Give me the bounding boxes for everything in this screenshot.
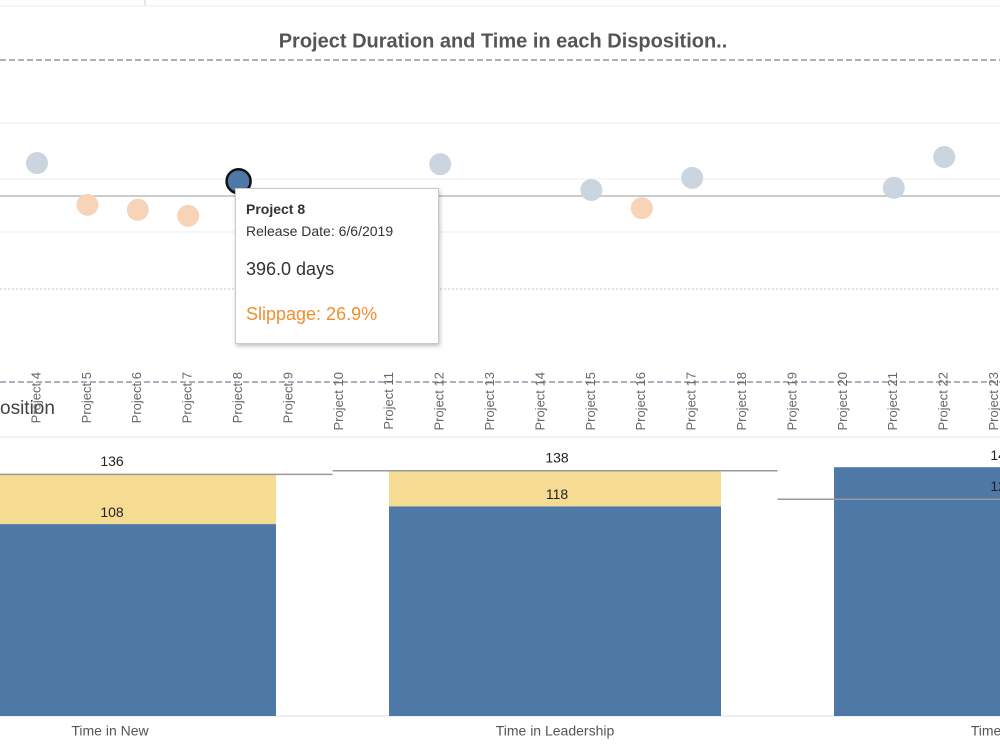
value-label: 108: [100, 504, 124, 520]
gap-bar: [389, 470, 721, 507]
dot: [630, 197, 653, 220]
x-tick-label: Project 17: [684, 372, 699, 431]
dot: [681, 166, 704, 189]
x-tick-label: Project 21: [885, 372, 900, 431]
value-label: 118: [546, 486, 569, 502]
x-tick-label: Time In A: [971, 723, 1000, 739]
x-tick-label: Project 14: [532, 372, 547, 431]
x-tick-label: Project 10: [331, 372, 346, 431]
x-tick-label: Project 19: [784, 372, 799, 431]
dot: [177, 204, 200, 227]
dot: [580, 179, 603, 201]
tooltip-project: Project 8: [246, 201, 306, 217]
x-tick-label: Project 7: [180, 372, 195, 423]
reference-label: 122: [990, 478, 1000, 494]
x-tick-label: Project 4: [28, 372, 43, 423]
dot: [429, 153, 452, 176]
x-tick-label: Project 6: [129, 372, 144, 423]
x-tick-label: Project 9: [280, 372, 295, 423]
tooltip: Project 8 Release Date: 6/6/2019 396.0 d…: [235, 188, 439, 344]
dot: [882, 176, 905, 199]
tooltip-duration: 396.0 days: [246, 259, 335, 279]
x-tick-label: Project 18: [734, 372, 749, 431]
x-tick-label: Project 13: [482, 372, 497, 431]
reference-label: 136: [100, 453, 124, 469]
bar: [0, 524, 276, 716]
x-tick-label: Project 5: [79, 372, 94, 423]
x-tick-label: Project 23: [986, 372, 1000, 431]
x-tick-label: Project 22: [936, 372, 951, 431]
x-tick-label: Time in Leadership: [496, 723, 615, 739]
tooltip-release: Release Date: 6/6/2019: [246, 223, 394, 239]
x-tick-label: Project 15: [583, 372, 598, 431]
dot: [26, 152, 48, 175]
x-tick-label: Project 20: [835, 372, 850, 431]
x-tick-label: Project 16: [633, 372, 648, 431]
section-title: osition: [0, 398, 55, 419]
x-tick-label: Project 12: [432, 372, 447, 431]
x-tick-label: Project 8: [230, 372, 245, 423]
tooltip-slippage: Slippage: 26.9%: [246, 304, 378, 324]
x-tick-label: Project 11: [381, 372, 396, 430]
reference-label: 138: [545, 449, 569, 465]
dot: [76, 193, 99, 216]
gap-bar: [0, 474, 276, 525]
dot: [933, 146, 956, 168]
bar: [834, 467, 1000, 716]
bar: [389, 506, 721, 716]
chart-title: Project Duration and Time in each Dispos…: [279, 30, 728, 52]
value-label: 140: [990, 447, 1000, 463]
dot: [126, 198, 149, 221]
x-tick-label: Time in New: [71, 723, 149, 739]
